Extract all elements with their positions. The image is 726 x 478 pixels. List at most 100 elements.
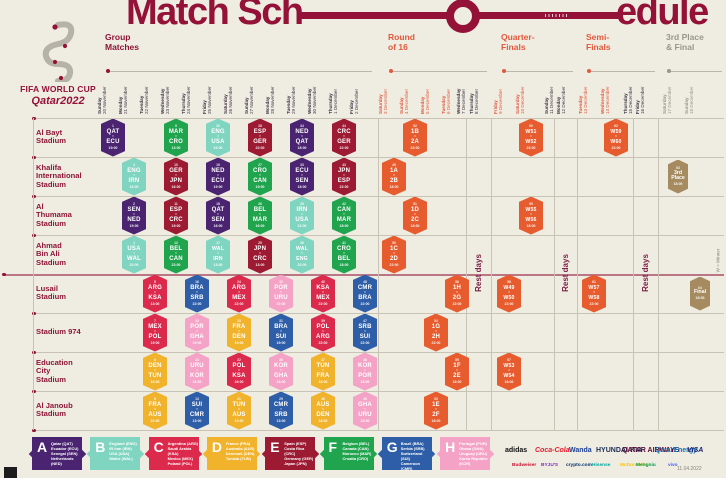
home-team: KSA xyxy=(316,284,330,291)
stadium-label: Khalifa International Stadium xyxy=(36,162,82,189)
home-team: BEL xyxy=(253,206,267,213)
away-team: DEN xyxy=(232,334,246,341)
home-team: ESP xyxy=(253,128,267,135)
versus-separator: v xyxy=(154,329,156,334)
versus-separator: v xyxy=(175,173,177,178)
kickoff-time: 19:00 xyxy=(276,340,286,345)
versus-separator: v xyxy=(435,407,437,412)
versus-separator: v xyxy=(238,407,240,412)
match-hex: 10 GER v JPN 16:00 xyxy=(164,157,188,196)
versus-separator: v xyxy=(280,290,282,295)
match-number: 61 xyxy=(592,280,596,285)
home-team: ECU xyxy=(295,167,309,174)
kickoff-time: 22:00 xyxy=(297,262,307,267)
kickoff-time: 13:00 xyxy=(234,418,244,423)
row-separator xyxy=(33,430,724,431)
away-team: KSA xyxy=(148,295,162,302)
match-hex: 37 TUN v FRA 18:00 xyxy=(311,352,335,391)
away-team: W50 xyxy=(503,295,515,302)
legend-group-teams: Belgium (BEL) Canada (CAN) Morocco (MAR)… xyxy=(342,441,372,462)
away-team: 2G xyxy=(452,295,462,302)
versus-separator: v xyxy=(508,368,510,373)
away-team: W52 xyxy=(525,139,537,146)
home-team: KOR xyxy=(358,362,372,369)
date-label: Friday 25 November xyxy=(202,76,213,114)
match-number: 7 xyxy=(154,319,156,324)
sponsor-logo-visa: VISA xyxy=(687,447,704,454)
grid-left-axis xyxy=(33,118,34,430)
match-hex: 49 1A v 2B 18:00 xyxy=(382,157,406,196)
home-team: TUN xyxy=(232,401,246,408)
kickoff-time: 22:00 xyxy=(589,301,599,306)
section-divider-line xyxy=(577,118,578,430)
match-number: 29 xyxy=(279,397,283,402)
match-hex: 51 1D v 2C 18:00 xyxy=(403,196,427,235)
fifa-world-cup-emblem-icon xyxy=(42,21,75,82)
match-hex: 15 POR v GHA 19:00 xyxy=(185,313,209,352)
versus-separator: v xyxy=(259,173,261,178)
stadium-label: Education City Stadium xyxy=(36,357,73,384)
section-underline-dot-group xyxy=(106,69,110,73)
away-team: SEN xyxy=(211,217,225,224)
kickoff-time: 18:00 xyxy=(297,184,307,189)
versus-separator: v xyxy=(196,368,198,373)
row-separator-dot xyxy=(2,272,6,276)
home-team: 1G xyxy=(431,323,441,330)
home-team: TUN xyxy=(316,362,330,369)
legend-group-letter: B xyxy=(95,439,106,455)
home-team: POR xyxy=(190,323,204,330)
section-underline-final xyxy=(668,71,722,72)
stadium-label: Al Janoub Stadium xyxy=(36,400,73,419)
date-label: Monday 5 December xyxy=(420,76,431,114)
away-team: JPN xyxy=(169,178,183,185)
wordmark-line2: Qatar2022 xyxy=(31,95,85,107)
date-label: Thursday 8 December xyxy=(469,76,480,114)
legend-group-teams: Spain (ESP) Costa Rica (CRC) Germany (GE… xyxy=(284,441,314,467)
legend-group-H: H Portugal (POR) Ghana (GHA) Uruguay (URU… xyxy=(436,437,494,470)
date-value: 10 December xyxy=(520,86,526,114)
match-hex: 13 SUI v CMR 13:00 xyxy=(185,391,209,430)
match-hex: 19 NED v ECU 19:00 xyxy=(206,157,230,196)
home-team: WAL xyxy=(211,245,225,252)
match-number: 30 xyxy=(279,358,283,363)
date-value: 14 December xyxy=(605,86,611,114)
kickoff-time: 16:00 xyxy=(213,223,223,228)
versus-separator: v xyxy=(414,134,416,139)
date-label: Wednesday 7 December xyxy=(456,76,467,114)
versus-separator: v xyxy=(364,407,366,412)
home-team: URU xyxy=(190,362,204,369)
versus-separator: v xyxy=(456,290,458,295)
section-divider-line xyxy=(554,118,555,430)
date-value: 24 November xyxy=(186,86,192,114)
match-hex: 48 CMR v BRA 22:00 xyxy=(353,274,377,313)
versus-separator: v xyxy=(259,212,261,217)
date-value: 9 December xyxy=(498,88,504,114)
date-value: 29 November xyxy=(291,86,297,114)
home-team: 1B xyxy=(410,128,420,135)
match-hex: 23 FRA v DEN 19:00 xyxy=(227,313,251,352)
match-hex: 17 WAL v IRN 13:00 xyxy=(206,235,230,274)
date-label: Saturday 26 November xyxy=(223,76,234,114)
kickoff-time: 16:00 xyxy=(129,184,139,189)
versus-separator: v xyxy=(217,251,219,256)
match-hex: 16 BRA v SRB 22:00 xyxy=(185,274,209,313)
date-label: Tuesday 6 December xyxy=(441,76,452,114)
match-number: 23 xyxy=(237,319,241,324)
kickoff-time: 22:00 xyxy=(255,145,265,150)
home-team: ENG xyxy=(211,128,225,135)
date-label: Sunday 20 November xyxy=(97,76,108,114)
kickoff-time: 16:00 xyxy=(150,379,160,384)
match-number: 27 xyxy=(258,163,262,168)
kickoff-time: 18:00 xyxy=(410,223,420,228)
legend-group-D: D France (FRA) Australia (AUS) Denmark (D… xyxy=(203,437,261,470)
kickoff-time: 18:00 xyxy=(339,262,349,267)
match-number: 49 xyxy=(392,163,396,168)
home-team: MAR xyxy=(168,128,184,135)
match-hex: 26 BEL v MAR 16:00 xyxy=(248,196,272,235)
versus-separator: v xyxy=(133,173,135,178)
kickoff-time: 13:00 xyxy=(192,418,202,423)
date-label: Tuesday 22 November xyxy=(139,76,150,114)
away-team: MAR xyxy=(252,217,268,224)
match-hex: 5 ARG v KSA 13:00 xyxy=(143,274,167,313)
date-label: Sunday 27 November xyxy=(244,76,255,114)
